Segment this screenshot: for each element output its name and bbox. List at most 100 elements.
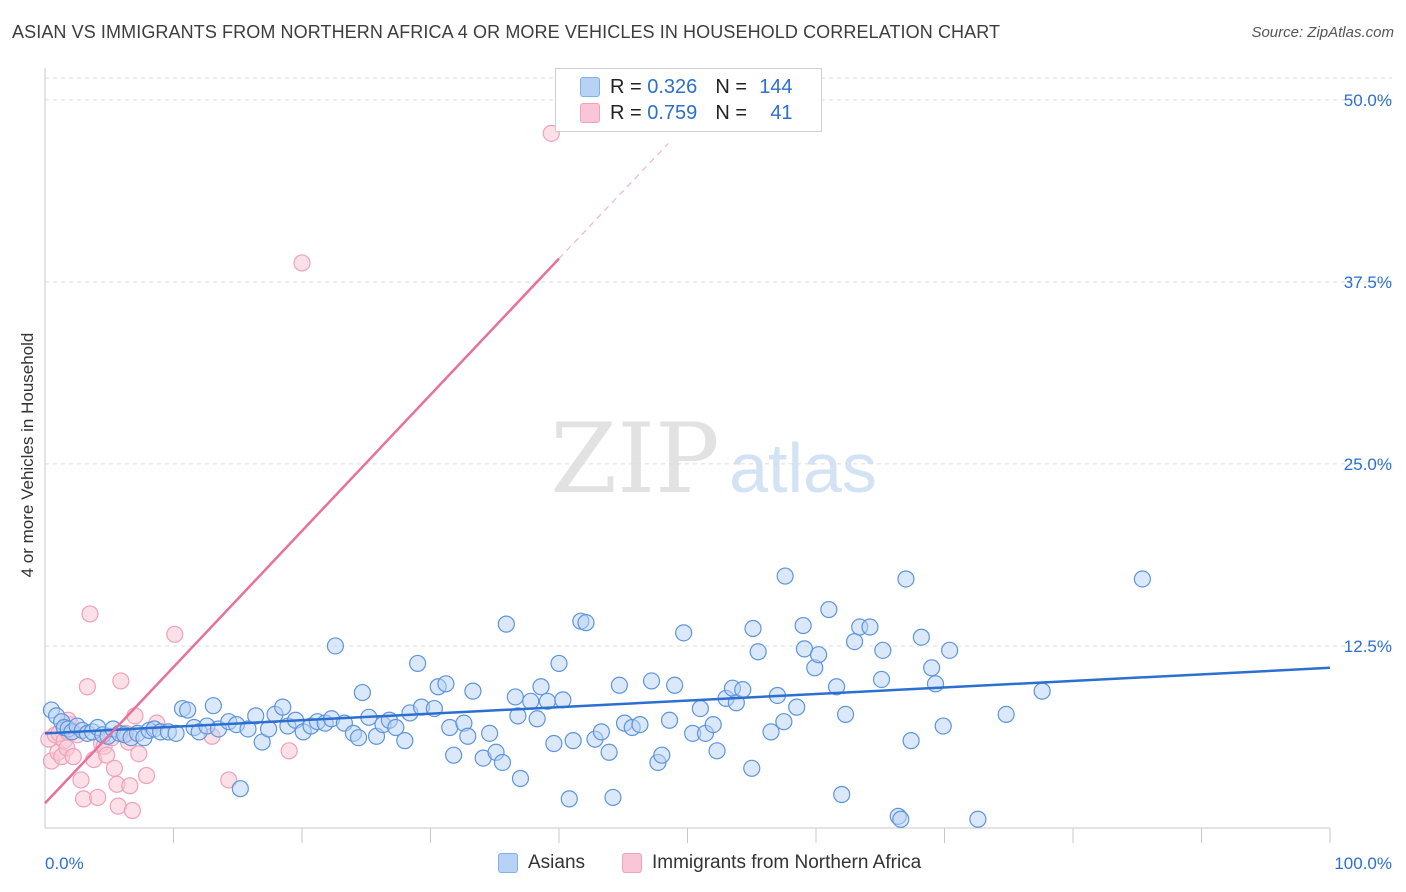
asian-point — [845, 632, 864, 651]
asian-point — [497, 615, 515, 633]
asian-point — [522, 692, 540, 710]
asian-point — [532, 678, 550, 696]
asian-point — [902, 732, 920, 750]
asian-point — [600, 743, 618, 761]
bottom-legend: Asians Immigrants from Northern Africa — [0, 852, 1406, 878]
asian-point — [934, 717, 952, 735]
asian-point — [1033, 682, 1051, 700]
y-tick-label: 12.5% — [1344, 637, 1392, 656]
africa-point — [98, 746, 116, 764]
asian-point — [326, 637, 345, 655]
asian-point — [481, 724, 499, 742]
asian-point — [511, 769, 530, 788]
asian-point — [734, 681, 752, 699]
bottom-legend-africa: Immigrants from Northern Africa — [622, 852, 921, 874]
legend-n-label: N = — [715, 75, 747, 98]
asian-point — [788, 698, 806, 716]
africa-point — [112, 672, 130, 690]
africa-point — [74, 790, 93, 808]
asian-point — [642, 672, 661, 690]
asian-point — [560, 790, 578, 808]
legend-n-value: 41 — [770, 101, 793, 124]
source-credit: Source: ZipAtlas.com — [1251, 24, 1394, 41]
asian-point — [941, 641, 959, 659]
asian-point — [675, 624, 693, 642]
bottom-legend-swatch-asians — [498, 853, 518, 873]
africa-trend-line — [44, 257, 560, 805]
asian-point — [545, 734, 563, 753]
africa-point — [78, 678, 97, 696]
watermark: ZIP atlas — [550, 403, 877, 515]
asian-point — [861, 618, 879, 636]
legend-n-label: N = — [715, 101, 747, 124]
africa-point — [109, 797, 127, 815]
asian-point — [1133, 570, 1151, 588]
asian-point — [827, 678, 846, 696]
asian-point — [923, 659, 941, 677]
asian-point — [349, 729, 368, 747]
legend-row-asians: R = 0.326 N = 144 — [580, 75, 793, 99]
asian-point — [794, 616, 812, 635]
asian-point — [776, 567, 794, 585]
asian-point — [743, 759, 761, 777]
legend-r-label: R = — [610, 101, 642, 124]
asian-point — [775, 713, 793, 731]
africa-point — [81, 605, 99, 623]
asian-point — [204, 697, 222, 715]
legend-row-africa: R = 0.759 N = 41 — [580, 101, 793, 125]
africa-point — [64, 748, 82, 766]
asian-points — [42, 567, 1151, 828]
asian-point — [610, 676, 628, 694]
asian-point — [441, 718, 459, 737]
asian-point — [564, 732, 582, 750]
asian-point — [231, 780, 249, 798]
asian-point — [509, 707, 527, 725]
legend-r-label: R = — [610, 75, 642, 98]
y-axis-label: 4 or more Vehicles in Household — [18, 332, 37, 578]
bottom-legend-swatch-africa — [622, 853, 642, 873]
grid-lines — [45, 77, 1392, 647]
africa-point — [123, 801, 141, 820]
bottom-legend-label-asians: Asians — [528, 852, 586, 873]
asian-point — [749, 643, 767, 661]
asian-point — [997, 705, 1015, 724]
bottom-legend-label-africa: Immigrants from Northern Africa — [652, 852, 922, 873]
trend-lines — [44, 143, 1331, 805]
asian-point — [762, 723, 780, 741]
y-tick-label: 37.5% — [1344, 273, 1392, 292]
asian-point — [912, 628, 930, 646]
chart-title: ASIAN VS IMMIGRANTS FROM NORTHERN AFRICA… — [12, 22, 1001, 42]
asian-point — [872, 670, 891, 689]
africa-trend-extrapolation — [558, 143, 669, 259]
africa-point — [126, 707, 144, 725]
stats-legend: R = 0.326 N = 144 R = 0.759 N = 41 — [555, 68, 822, 132]
asian-point — [897, 570, 915, 588]
asian-point — [550, 654, 568, 673]
legend-r-value: 0.326 — [647, 75, 698, 98]
asian-point — [704, 716, 722, 734]
asian-point — [631, 716, 649, 734]
asian-point — [437, 675, 455, 693]
asian-point — [528, 710, 546, 728]
asian-point — [691, 699, 709, 718]
asian-point — [744, 619, 762, 638]
bottom-legend-asians: Asians — [498, 852, 585, 874]
africa-point — [220, 771, 238, 789]
asian-point — [353, 683, 371, 702]
africa-point — [105, 759, 123, 777]
asian-point — [464, 682, 482, 700]
africa-point — [130, 745, 148, 763]
africa-point — [280, 742, 298, 760]
africa-point — [137, 766, 156, 785]
asian-point — [653, 746, 671, 764]
watermark-zip: ZIP — [550, 403, 719, 515]
asian-point — [179, 701, 197, 719]
africa-point — [72, 771, 90, 789]
asian-point — [459, 727, 477, 745]
asian-point — [836, 705, 855, 724]
asian-point — [409, 654, 427, 673]
asian-point — [577, 614, 595, 632]
asian-point — [708, 742, 726, 760]
africa-point — [293, 254, 311, 272]
